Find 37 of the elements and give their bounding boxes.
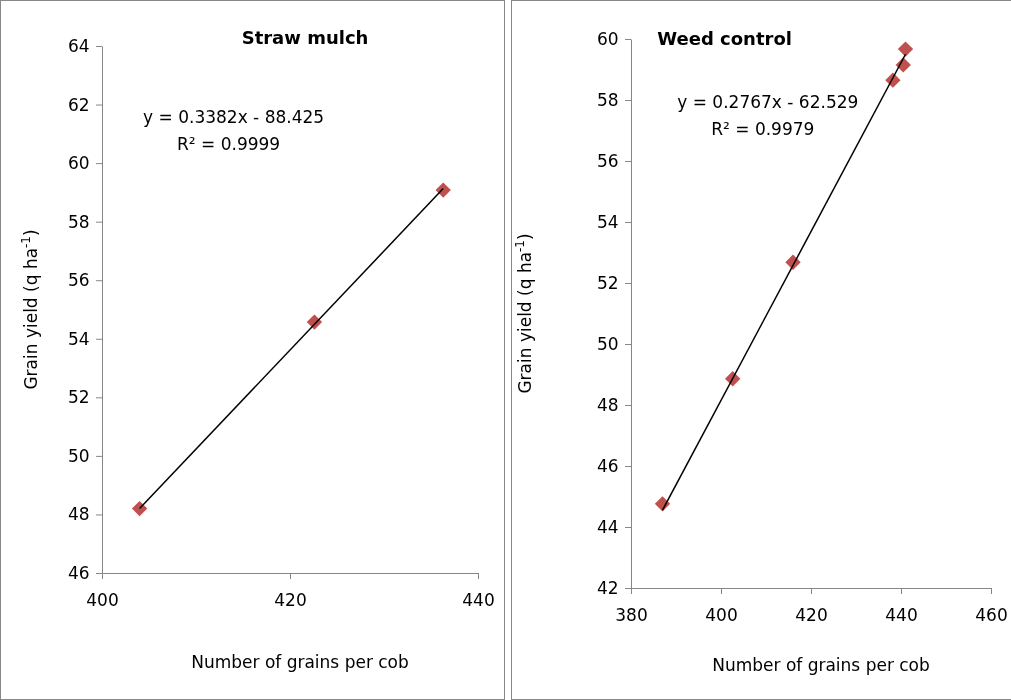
x-tick-label: 420	[795, 604, 828, 625]
y-tick-label: 48	[67, 504, 90, 525]
point	[897, 41, 914, 57]
y-tick-label: 64	[67, 35, 90, 56]
y-tick-label: 46	[67, 562, 90, 583]
y-tick-label: 56	[67, 270, 90, 291]
x-tick-label: 440	[885, 604, 918, 625]
x-tick-label: 380	[615, 604, 648, 625]
y-tick-label: 52	[67, 387, 90, 408]
y-tick-label: 46	[596, 455, 619, 476]
y-tick-label: 54	[67, 328, 90, 349]
y-tick-label: 62	[67, 94, 90, 115]
chart-title: Weed control	[657, 28, 792, 49]
chart-title: Straw mulch	[241, 27, 369, 48]
y-tick-label: 52	[596, 272, 619, 293]
annotation: y = 0.2767x - 62.529	[677, 92, 859, 112]
x-tick-label: 460	[975, 604, 1008, 625]
y-tick-label: 60	[67, 153, 90, 174]
x-tick-label: 400	[705, 604, 738, 625]
annotation: R² = 0.9979	[711, 119, 815, 139]
y-tick-label: 50	[596, 333, 619, 354]
y-tick-label: 58	[596, 89, 619, 110]
x-tick-label: 440	[462, 589, 495, 610]
y-tick-label: 58	[67, 211, 90, 232]
y-tick-label: 56	[596, 150, 619, 171]
annotation: R² = 0.9999	[177, 134, 281, 154]
y-tick-label: 42	[596, 577, 619, 598]
y-tick-label: 50	[67, 445, 90, 466]
y-tick-label: 48	[596, 394, 619, 415]
y-tick-label: 44	[596, 516, 619, 537]
y-tick-label: 60	[596, 28, 619, 49]
y-tick-label: 54	[596, 211, 619, 232]
annotation: y = 0.3382x - 88.425	[143, 107, 325, 127]
x-axis-title: Number of grains per cob	[712, 655, 930, 675]
x-tick-label: 400	[86, 589, 119, 610]
x-tick-label: 420	[274, 589, 307, 610]
x-axis-title: Number of grains per cob	[191, 652, 409, 672]
